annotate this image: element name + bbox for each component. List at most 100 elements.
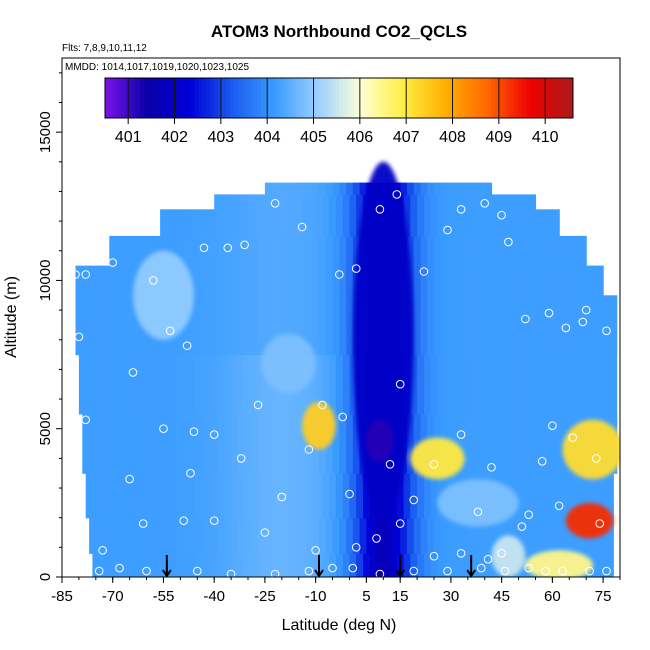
heatmap-cell bbox=[505, 209, 513, 237]
heatmap-cell bbox=[437, 354, 445, 415]
heatmap-cell bbox=[224, 517, 232, 554]
heatmap-cell bbox=[521, 295, 530, 356]
heatmap-cell bbox=[106, 553, 114, 577]
observation-point bbox=[524, 510, 534, 520]
heatmap-cell bbox=[129, 413, 137, 474]
heatmap-cell bbox=[521, 265, 530, 296]
heatmap-cell bbox=[254, 209, 263, 237]
heatmap-cell bbox=[586, 354, 594, 415]
x-tick-label: -70 bbox=[102, 588, 124, 605]
observation-point bbox=[128, 368, 138, 377]
heatmap-cell bbox=[346, 265, 354, 296]
heatmap-cell bbox=[193, 553, 202, 577]
heatmap-cell bbox=[494, 517, 503, 554]
heatmap-cell bbox=[406, 517, 415, 554]
colorbar-swatch bbox=[370, 78, 375, 118]
observation-point bbox=[209, 516, 219, 526]
heatmap-cell bbox=[434, 295, 442, 356]
heatmap-cell bbox=[163, 517, 171, 554]
observation-point bbox=[602, 326, 611, 336]
heatmap-cell bbox=[322, 473, 330, 519]
heatmap-cell bbox=[308, 473, 317, 519]
heatmap-cell bbox=[193, 354, 202, 415]
heatmap-cell bbox=[261, 553, 269, 577]
colorbar-swatch bbox=[241, 78, 246, 118]
colorbar-swatch bbox=[537, 78, 543, 118]
heatmap-cell bbox=[288, 209, 296, 237]
heatmap-cell bbox=[214, 209, 222, 237]
heatmap-cell bbox=[505, 194, 513, 210]
heatmap-cell bbox=[423, 473, 432, 519]
heatmap-cell bbox=[190, 235, 198, 267]
observation-point bbox=[115, 563, 124, 573]
heatmap-cell bbox=[244, 265, 252, 296]
heatmap-cell bbox=[335, 553, 344, 577]
colorbar-swatch bbox=[288, 78, 293, 118]
heatmap-cell bbox=[220, 209, 229, 237]
heatmap-cell bbox=[332, 413, 340, 474]
heatmap-cell bbox=[569, 235, 577, 267]
heatmap-cell bbox=[339, 182, 347, 196]
heatmap-cell bbox=[525, 209, 533, 237]
heatmap-cell bbox=[440, 517, 449, 554]
heatmap-cell bbox=[248, 553, 256, 577]
heatmap-cell bbox=[413, 517, 422, 554]
heatmap-cell bbox=[173, 473, 181, 519]
heatmap-cell bbox=[129, 265, 137, 296]
heatmap-cell bbox=[481, 413, 489, 474]
heatmap-cell bbox=[532, 354, 540, 415]
x-axis-label: Latitude (deg N) bbox=[282, 617, 397, 634]
heatmap-cell bbox=[325, 265, 334, 296]
heatmap-cell bbox=[143, 517, 151, 554]
heatmap-cell bbox=[589, 295, 597, 356]
heatmap-cell bbox=[116, 235, 124, 267]
heatmap-cell bbox=[146, 473, 154, 519]
heatmap-cell bbox=[177, 517, 185, 554]
heatmap-cell bbox=[288, 473, 296, 519]
heatmap-cell bbox=[559, 354, 567, 415]
heatmap-cell bbox=[417, 209, 425, 237]
heatmap-cell bbox=[231, 517, 239, 554]
heatmap-cell bbox=[356, 553, 364, 577]
colorbar-swatch bbox=[276, 78, 281, 118]
heatmap-feature bbox=[133, 250, 194, 340]
heatmap-cell bbox=[329, 354, 337, 415]
observation-point bbox=[429, 460, 439, 469]
heatmap-cell bbox=[488, 413, 496, 474]
heatmap-cell bbox=[298, 265, 307, 296]
heatmap-cell bbox=[122, 265, 131, 296]
heatmap-cell bbox=[335, 473, 344, 519]
heatmap-cell bbox=[190, 295, 198, 356]
heatmap-cell bbox=[406, 235, 415, 267]
heatmap-cell bbox=[528, 295, 537, 356]
colorbar-swatch bbox=[389, 78, 395, 118]
heatmap-cell bbox=[430, 473, 438, 519]
heatmap-cell bbox=[494, 265, 503, 296]
colorbar-swatch bbox=[506, 78, 512, 118]
heatmap-cell bbox=[95, 517, 104, 554]
heatmap-cell bbox=[596, 265, 604, 296]
heatmap-cell bbox=[427, 295, 435, 356]
heatmap-cell bbox=[467, 265, 476, 296]
heatmap-cell bbox=[170, 413, 178, 474]
heatmap-cell bbox=[322, 354, 330, 415]
heatmap-cell bbox=[474, 517, 482, 554]
colorbar-swatch bbox=[190, 78, 196, 118]
heatmap-cell bbox=[285, 265, 293, 296]
heatmap-cell bbox=[508, 413, 516, 474]
heatmap-cell bbox=[579, 354, 587, 415]
heatmap-cell bbox=[102, 265, 110, 296]
heatmap-feature bbox=[491, 535, 526, 577]
colorbar-swatch bbox=[459, 78, 465, 118]
heatmap-cell bbox=[244, 295, 252, 356]
heatmap-cell bbox=[481, 182, 489, 196]
heatmap-cell bbox=[454, 517, 462, 554]
heatmap-cell bbox=[99, 354, 107, 415]
observation-point bbox=[304, 566, 314, 576]
heatmap-cell bbox=[420, 517, 428, 554]
heatmap-cell bbox=[200, 473, 209, 519]
heatmap-cell bbox=[552, 209, 560, 237]
heatmap-cell bbox=[190, 517, 198, 554]
colorbar-swatch bbox=[397, 78, 402, 118]
observation-point bbox=[561, 323, 571, 333]
